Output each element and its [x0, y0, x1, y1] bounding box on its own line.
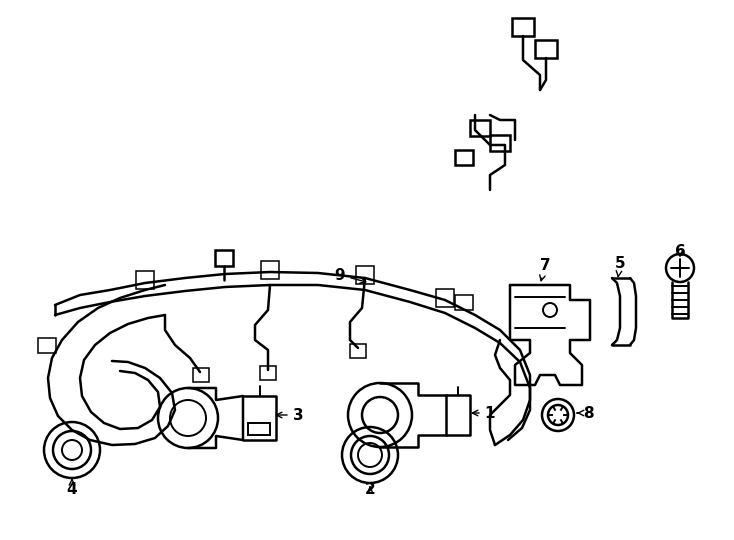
Bar [455, 295, 473, 310]
Bar [215, 250, 233, 266]
Bar [261, 261, 279, 279]
Bar [193, 368, 209, 382]
Bar [512, 18, 534, 36]
Bar [535, 40, 557, 58]
Text: 4: 4 [67, 479, 77, 497]
Text: 8: 8 [577, 406, 593, 421]
Text: 1: 1 [473, 406, 495, 421]
Bar [136, 271, 154, 289]
Bar [455, 150, 473, 165]
Bar [38, 338, 56, 353]
Text: 6: 6 [675, 245, 686, 260]
Bar [260, 366, 276, 380]
Text: 5: 5 [614, 255, 625, 276]
Text: 9: 9 [335, 267, 366, 283]
Text: 3: 3 [276, 408, 303, 422]
Bar [248, 423, 270, 435]
Bar [490, 135, 510, 151]
Bar [356, 266, 374, 284]
Text: 2: 2 [365, 483, 375, 497]
Bar [436, 289, 454, 307]
Bar [350, 344, 366, 358]
Text: 7: 7 [539, 258, 550, 281]
Bar [470, 120, 490, 136]
